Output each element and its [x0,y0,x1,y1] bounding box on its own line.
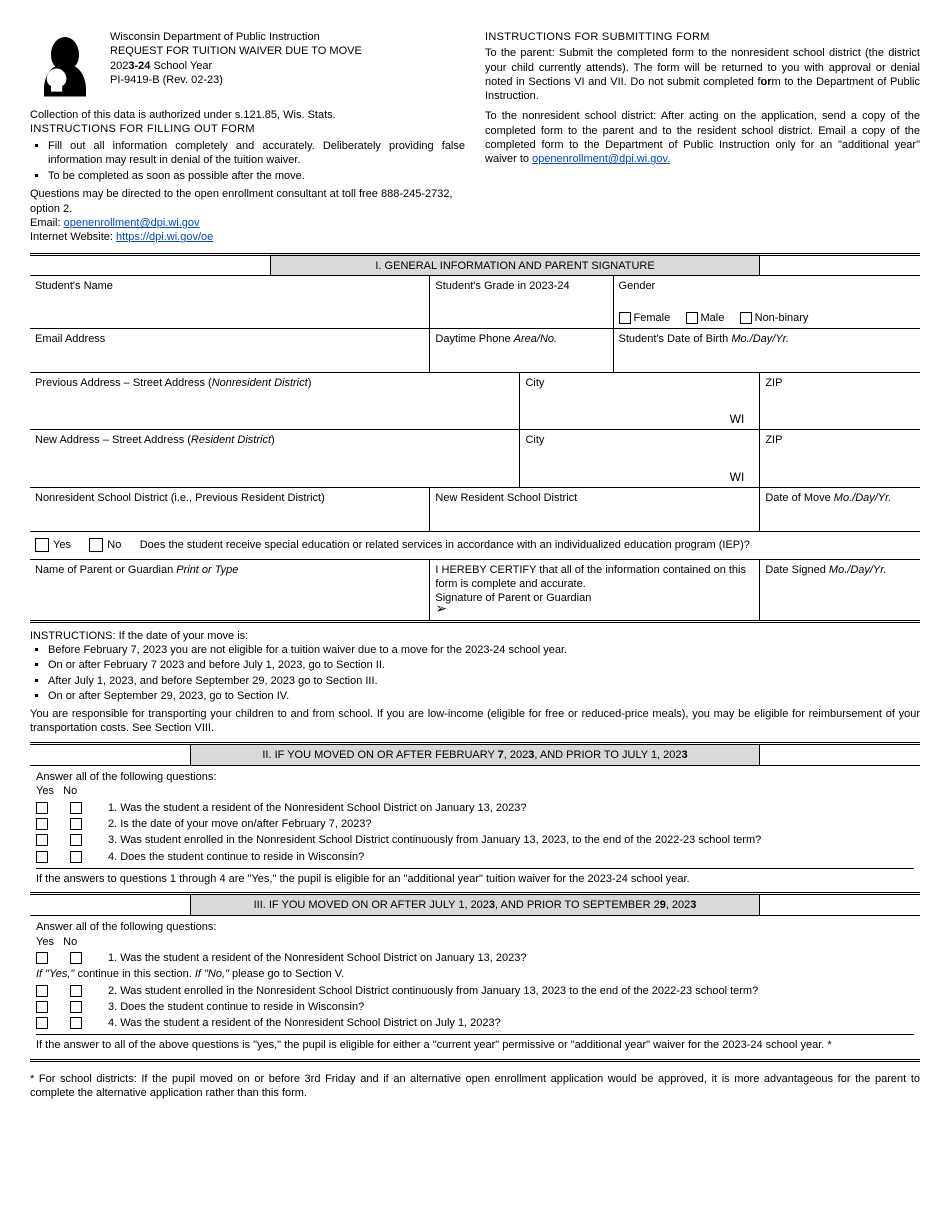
gender-male-label: Male [701,312,725,324]
sec3-q3-no[interactable] [70,1001,82,1013]
sec3-no-head: No [63,936,77,948]
new-addr-label: New Address – Street Address (Resident D… [35,434,275,446]
fill-bullet-2: To be completed as soon as possible afte… [48,169,465,183]
grade-label: Student's Grade in 2023-24 [435,280,569,292]
sec3-yes-head: Yes [36,936,54,948]
sec3-branch: If "Yes," continue in this section. If "… [36,967,914,981]
sec3-q1-no[interactable] [70,952,82,964]
sec3-q3: 3. Does the student continue to reside i… [108,1000,364,1014]
nonres-district-label: Nonresident School District (i.e., Previ… [35,492,325,504]
gender-female-checkbox[interactable] [619,312,631,324]
sec3-q3-yes[interactable] [36,1001,48,1013]
sec3-q4-no[interactable] [70,1017,82,1029]
prev-addr-label: Previous Address – Street Address (Nonre… [35,377,311,389]
iep-question: Does the student receive special educati… [140,539,750,551]
gender-female-label: Female [634,312,671,324]
sec2-yes-head: Yes [36,785,54,797]
gender-nonbinary-label: Non-binary [755,312,809,324]
sec3-intro: Answer all of the following questions: [36,920,914,934]
submit-p1: To the parent: Submit the completed form… [485,46,920,103]
prev-zip-label: ZIP [765,377,782,389]
sec2-q4: 4. Does the student continue to reside i… [108,850,364,864]
sec3-q2-no[interactable] [70,985,82,997]
date-move-label: Date of Move Mo./Day/Yr. [765,492,891,504]
sec2-q4-yes[interactable] [36,851,48,863]
prev-city-label: City [525,377,544,389]
sec2-q3-yes[interactable] [36,834,48,846]
footnote: * For school districts: If the pupil mov… [30,1072,920,1101]
parent-name-label: Name of Parent or Guardian Print or Type [35,564,238,576]
dob-label: Student's Date of Birth Mo./Day/Yr. [619,333,789,345]
sec2-q1: 1. Was the student a resident of the Non… [108,801,526,815]
sec3-q4: 4. Was the student a resident of the Non… [108,1016,501,1030]
dpi-logo [30,30,100,100]
section-3-title: III. IF YOU MOVED ON OR AFTER JULY 1, 20… [190,895,760,916]
student-name-label: Student's Name [35,280,113,292]
move-date-instructions: INSTRUCTIONS: If the date of your move i… [30,629,920,736]
questions-contact: Questions may be directed to the open en… [30,187,465,216]
gender-nonbinary-checkbox[interactable] [740,312,752,324]
fill-bullets: Fill out all information completely and … [30,139,465,184]
signature-label: Signature of Parent or Guardian [435,591,754,605]
email-label: Email: [30,217,64,229]
submit-email-link[interactable]: openenrollment@dpi.wi.gov. [532,153,670,165]
form-header: Wisconsin Department of Public Instructi… [110,30,362,87]
iep-yes-label: Yes [53,539,71,551]
phone-label: Daytime Phone Area/No. [435,333,557,345]
gender-male-checkbox[interactable] [686,312,698,324]
iep-no-label: No [107,539,121,551]
fill-instructions-heading: INSTRUCTIONS FOR FILLING OUT FORM [30,122,465,136]
sec3-q1-yes[interactable] [36,952,48,964]
sec2-no-head: No [63,785,77,797]
iep-no-checkbox[interactable] [89,538,103,552]
sec2-q1-no[interactable] [70,802,82,814]
web-link[interactable]: https://dpi.wi.gov/oe [116,231,213,243]
sec2-q2-no[interactable] [70,818,82,830]
sec3-q4-yes[interactable] [36,1017,48,1029]
sec2-intro: Answer all of the following questions: [36,770,914,784]
gender-label: Gender [619,279,915,293]
new-city-label: City [525,434,544,446]
certify-text: I HEREBY CERTIFY that all of the informa… [435,563,754,592]
new-state-wi: WI [525,448,754,486]
sec2-q2-yes[interactable] [36,818,48,830]
signature-arrow-icon: ➢ [435,599,447,617]
fill-bullet-1: Fill out all information completely and … [48,139,465,168]
submit-heading: INSTRUCTIONS FOR SUBMITTING FORM [485,30,920,44]
iep-yes-checkbox[interactable] [35,538,49,552]
sec3-result: If the answer to all of the above questi… [36,1034,914,1052]
sec3-q2-yes[interactable] [36,985,48,997]
sec3-q2: 2. Was student enrolled in the Nonreside… [108,984,758,998]
sec2-q3: 3. Was student enrolled in the Nonreside… [108,833,761,847]
section-1-title: I. GENERAL INFORMATION AND PARENT SIGNAT… [270,254,760,275]
sec2-q2: 2. Is the date of your move on/after Feb… [108,817,372,831]
section-2-title: II. IF YOU MOVED ON OR AFTER FEBRUARY 7,… [190,745,760,766]
newres-district-label: New Resident School District [435,492,577,504]
sec2-q4-no[interactable] [70,851,82,863]
date-signed-label: Date Signed Mo./Day/Yr. [765,564,886,576]
authorization-text: Collection of this data is authorized un… [30,108,465,122]
submit-p2: To the nonresident school district: Afte… [485,109,920,166]
email-link[interactable]: openenrollment@dpi.wi.gov [64,217,200,229]
sec2-q1-yes[interactable] [36,802,48,814]
web-label: Internet Website: [30,231,116,243]
prev-state-wi: WI [525,390,754,428]
sec2-q3-no[interactable] [70,834,82,846]
sec3-q1: 1. Was the student a resident of the Non… [108,951,526,965]
sec2-result: If the answers to questions 1 through 4 … [36,868,914,886]
email-field-label: Email Address [35,333,105,345]
new-zip-label: ZIP [765,434,782,446]
